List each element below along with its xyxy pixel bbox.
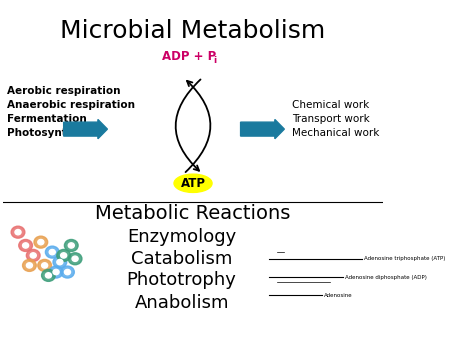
Text: Adenosine diphosphate (ADP): Adenosine diphosphate (ADP) [345,274,427,280]
Circle shape [49,249,55,255]
Text: i: i [213,56,216,65]
FancyArrowPatch shape [176,79,201,171]
Circle shape [38,240,44,245]
Text: Anabolism: Anabolism [135,294,229,312]
FancyArrow shape [241,119,284,139]
Circle shape [57,249,71,261]
Circle shape [11,226,25,238]
Circle shape [38,260,51,271]
Text: Microbial Metabolism: Microbial Metabolism [60,19,326,43]
FancyArrow shape [63,119,108,139]
Circle shape [27,249,40,261]
Circle shape [61,266,74,278]
Circle shape [53,256,67,268]
Text: ATP: ATP [180,177,206,190]
Circle shape [22,260,36,271]
Circle shape [15,230,21,235]
Text: Metabolic Reactions: Metabolic Reactions [95,204,291,223]
FancyArrowPatch shape [185,81,211,172]
Circle shape [53,269,59,275]
Circle shape [64,240,78,251]
Circle shape [27,263,32,268]
Circle shape [19,240,32,251]
Circle shape [72,256,78,261]
Circle shape [64,269,71,275]
Circle shape [41,269,55,281]
Circle shape [45,273,51,278]
Circle shape [68,243,74,248]
Text: Phototrophy: Phototrophy [127,271,237,289]
Circle shape [30,253,36,258]
Text: Catabolism: Catabolism [131,250,232,268]
Text: Adenosine: Adenosine [324,293,353,298]
Circle shape [49,266,63,278]
Circle shape [45,246,59,258]
Circle shape [22,243,29,248]
Text: Enzymology: Enzymology [127,228,236,246]
Circle shape [68,253,82,265]
Circle shape [41,263,48,268]
Text: Aerobic respiration
Anaerobic respiration
Fermentation
Photosynthesis: Aerobic respiration Anaerobic respiratio… [7,87,135,139]
Circle shape [34,236,48,248]
Circle shape [57,260,63,265]
Text: ADP + P: ADP + P [162,50,216,63]
Text: Adenosine triphosphate (ATP): Adenosine triphosphate (ATP) [364,256,446,261]
Text: Chemical work
Transport work
Mechanical work: Chemical work Transport work Mechanical … [292,100,379,138]
Circle shape [61,253,67,258]
Ellipse shape [174,174,212,192]
